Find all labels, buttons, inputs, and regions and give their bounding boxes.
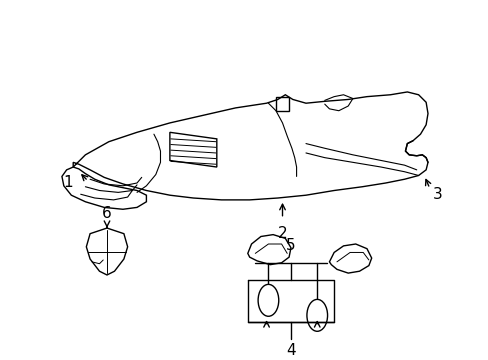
Text: 5: 5 [285, 238, 295, 253]
Text: 1: 1 [63, 175, 73, 190]
Text: 2: 2 [277, 226, 287, 241]
Text: 3: 3 [432, 187, 442, 202]
Text: 4: 4 [285, 343, 295, 357]
Text: 6: 6 [102, 206, 112, 221]
